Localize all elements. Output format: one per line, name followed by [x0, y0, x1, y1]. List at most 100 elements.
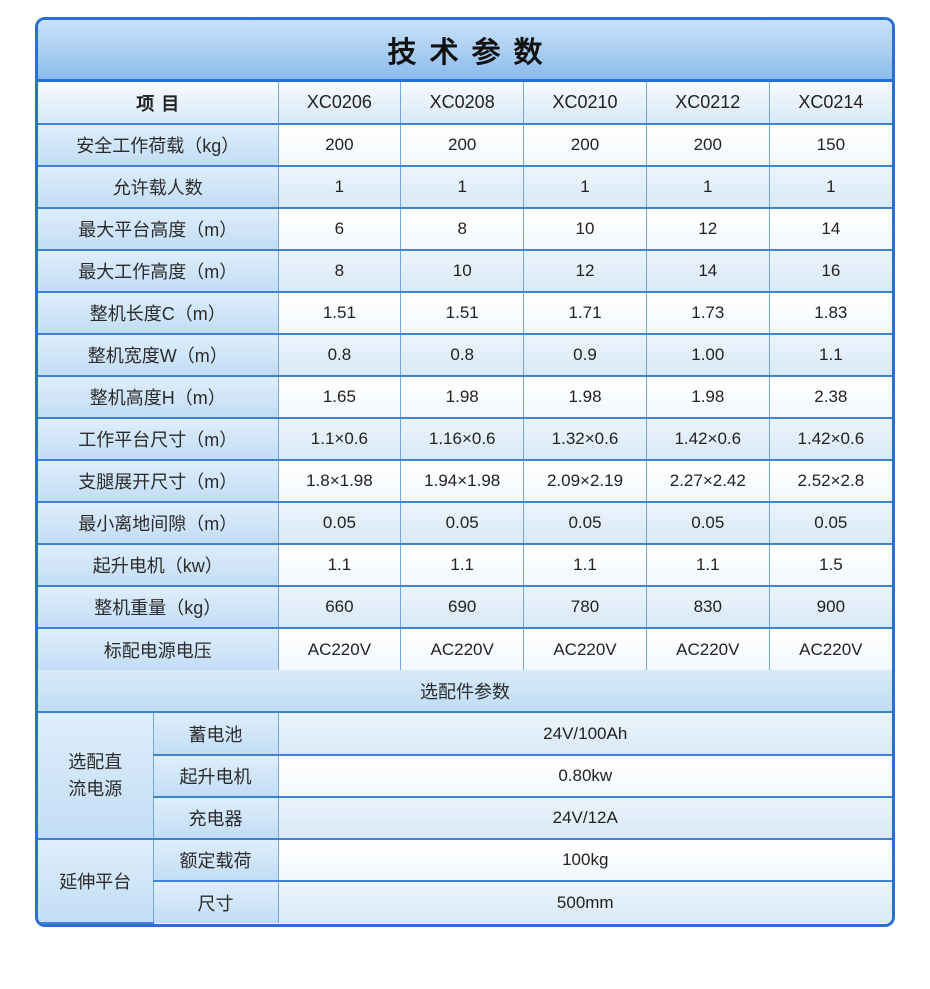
optional-item-label: 尺寸 — [153, 880, 279, 923]
optional-item-value: 500mm — [277, 880, 892, 923]
item-header-cell: 项目 — [38, 82, 279, 125]
spec-row-label: 允许载人数 — [38, 165, 279, 209]
table-title-bar: 技术参数 — [38, 20, 892, 82]
optional-row-rated-load: 延伸平台 额定载荷 100kg — [38, 838, 892, 924]
spec-row-power-voltage: 标配电源电压 AC220V AC220V AC220V AC220V AC220… — [38, 627, 892, 670]
spec-value-cell: 1.1×0.6 — [277, 417, 402, 461]
spec-value-cell: 690 — [400, 585, 525, 629]
spec-value-cell: 150 — [768, 123, 892, 167]
optional-row-charger: 充电器 24V/12A — [38, 796, 892, 840]
spec-row-label: 起升电机（kw） — [38, 543, 279, 587]
spec-value-cell: AC220V — [768, 627, 892, 670]
optional-item-value: 0.80kw — [277, 754, 892, 798]
spec-value-cell: 6 — [277, 207, 402, 251]
optional-item-label: 额定载荷 — [152, 838, 279, 882]
spec-value-cell: 12 — [645, 207, 770, 251]
spec-row-label: 工作平台尺寸（m） — [38, 417, 279, 461]
spec-value-cell: 200 — [400, 123, 525, 167]
section-title: 选配件参数 — [420, 681, 510, 702]
model-header-cell: XC0208 — [400, 82, 525, 125]
spec-value-cell: 1.5 — [768, 543, 892, 587]
spec-value-cell: 900 — [768, 585, 892, 629]
spec-value-cell: 1.1 — [645, 543, 770, 587]
spec-value-cell: 16 — [768, 249, 892, 293]
spec-value-cell: 1 — [645, 165, 770, 209]
model-header-cell: XC0212 — [645, 82, 770, 125]
spec-value-cell: AC220V — [400, 627, 525, 670]
spec-value-cell: 0.8 — [277, 333, 402, 377]
spec-value-cell: 1.94×1.98 — [400, 459, 525, 503]
spec-value-cell: 12 — [523, 249, 647, 293]
spec-value-cell: 1.65 — [277, 375, 402, 419]
spec-value-cell: AC220V — [277, 627, 402, 670]
spec-row-max-platform-height: 最大平台高度（m） 6 8 10 12 14 — [38, 207, 892, 251]
spec-row-label: 最大工作高度（m） — [38, 249, 279, 293]
technical-specs-panel: 技术参数 项目 XC0206 XC0208 XC0210 XC0212 XC02… — [35, 17, 895, 927]
spec-row-label: 安全工作荷载（kg） — [38, 123, 279, 167]
spec-row-outrigger-span: 支腿展开尺寸（m） 1.8×1.98 1.94×1.98 2.09×2.19 2… — [38, 459, 892, 503]
spec-value-cell: 1 — [523, 165, 647, 209]
spec-value-cell: 1.98 — [523, 375, 647, 419]
spec-value-cell: 0.05 — [277, 501, 402, 545]
spec-value-cell: 1.1 — [768, 333, 892, 377]
spec-value-cell: 1 — [277, 165, 402, 209]
optional-item-label: 充电器 — [153, 796, 279, 840]
optional-item-label: 起升电机 — [153, 754, 279, 798]
spec-value-cell: 2.27×2.42 — [645, 459, 770, 503]
group-label-dc-power: 选配直流电源 — [38, 713, 154, 840]
optional-parts-section-header: 选配件参数 — [38, 670, 892, 713]
spec-value-cell: 660 — [277, 585, 402, 629]
spec-value-cell: 1.16×0.6 — [400, 417, 525, 461]
spec-value-cell: 10 — [523, 207, 647, 251]
spec-row-label: 支腿展开尺寸（m） — [38, 459, 279, 503]
spec-value-cell: 8 — [400, 207, 525, 251]
spec-row-label: 整机长度C（m） — [38, 291, 279, 335]
spec-row-label: 最大平台高度（m） — [38, 207, 279, 251]
model-header-cell: XC0206 — [277, 82, 402, 125]
spec-value-cell: 8 — [277, 249, 402, 293]
spec-value-cell: 1.51 — [277, 291, 402, 335]
spec-value-cell: 1.1 — [523, 543, 647, 587]
model-header-cell: XC0210 — [523, 82, 647, 125]
spec-value-cell: 1 — [400, 165, 525, 209]
optional-parts-table: 选配直流电源 蓄电池 24V/100Ah 起升电机 0.80kw 充电器 24V… — [38, 713, 892, 924]
spec-row-max-working-height: 最大工作高度（m） 8 10 12 14 16 — [38, 249, 892, 293]
spec-value-cell: AC220V — [645, 627, 770, 670]
spec-value-cell: 0.9 — [523, 333, 647, 377]
optional-row-size: 尺寸 500mm — [38, 880, 892, 923]
optional-item-value: 24V/100Ah — [277, 713, 892, 756]
spec-value-cell: 1.1 — [277, 543, 402, 587]
optional-row-battery: 选配直流电源 蓄电池 24V/100Ah — [38, 713, 892, 840]
page-title: 技术参数 — [387, 36, 556, 69]
spec-value-cell: 1.1 — [400, 543, 525, 587]
spec-row-allowed-persons: 允许载人数 1 1 1 1 1 — [38, 165, 892, 209]
spec-row-overall-length: 整机长度C（m） 1.51 1.51 1.71 1.73 1.83 — [38, 291, 892, 335]
spec-row-ground-clearance: 最小离地间隙（m） 0.05 0.05 0.05 0.05 0.05 — [38, 501, 892, 545]
spec-row-label: 最小离地间隙（m） — [38, 501, 279, 545]
group-label-text: 选配直流电源 — [68, 752, 123, 799]
spec-value-cell: 780 — [523, 585, 647, 629]
optional-item-label: 蓄电池 — [152, 713, 279, 756]
spec-value-cell: AC220V — [523, 627, 647, 670]
header-row: 项目 XC0206 XC0208 XC0210 XC0212 XC0214 — [38, 82, 892, 125]
optional-item-value: 24V/12A — [277, 796, 892, 840]
spec-row-safe-working-load: 安全工作荷载（kg） 200 200 200 200 150 — [38, 123, 892, 167]
spec-value-cell: 830 — [645, 585, 770, 629]
spec-value-cell: 1.98 — [400, 375, 525, 419]
spec-value-cell: 1.32×0.6 — [523, 417, 647, 461]
spec-value-cell: 1.98 — [645, 375, 770, 419]
spec-value-cell: 0.05 — [768, 501, 892, 545]
spec-row-label: 整机重量（kg） — [38, 585, 279, 629]
spec-value-cell: 0.05 — [645, 501, 770, 545]
spec-row-label: 整机宽度W（m） — [38, 333, 279, 377]
group-label-extension-platform: 延伸平台 — [38, 838, 154, 924]
main-spec-table: 项目 XC0206 XC0208 XC0210 XC0212 XC0214 安全… — [38, 82, 892, 670]
optional-item-value: 100kg — [277, 838, 892, 882]
spec-value-cell: 1.00 — [645, 333, 770, 377]
spec-value-cell: 0.05 — [523, 501, 647, 545]
spec-value-cell: 1.73 — [645, 291, 770, 335]
spec-value-cell: 0.05 — [400, 501, 525, 545]
spec-value-cell: 0.8 — [400, 333, 525, 377]
spec-value-cell: 1.42×0.6 — [768, 417, 892, 461]
